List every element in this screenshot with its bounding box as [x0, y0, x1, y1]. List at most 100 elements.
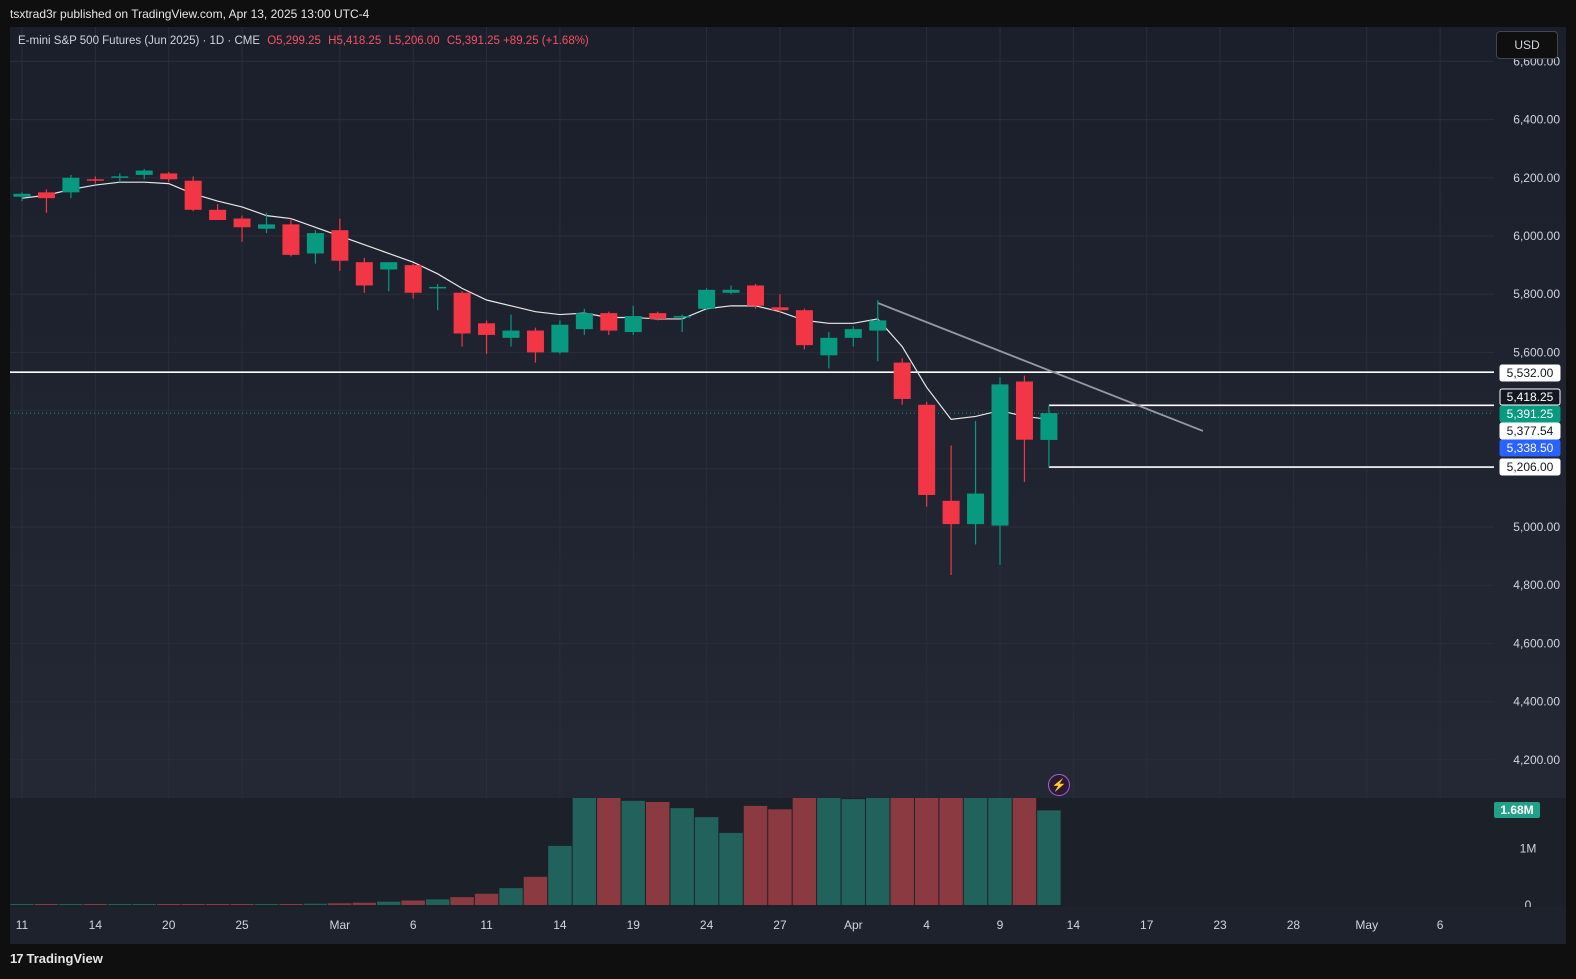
- volume-bar: [205, 904, 230, 905]
- volume-bar: [401, 900, 425, 905]
- price-tick-label: 4,200.00: [1513, 753, 1560, 767]
- price-tag-bg: [1499, 422, 1561, 440]
- volume-pane: [10, 798, 1061, 905]
- tradingview-logo-icon: 17: [10, 951, 24, 966]
- candle: [1040, 405, 1058, 468]
- candle: [698, 288, 716, 311]
- candle: [795, 308, 813, 350]
- price-tick-label: 6,000.00: [1513, 229, 1560, 243]
- candle-body: [575, 313, 593, 330]
- time-tick-label: 19: [627, 918, 641, 932]
- volume-bar: [841, 799, 866, 905]
- volume-bar: [572, 798, 597, 905]
- chart-area[interactable]: 4,200.00 4,400.00 4,600.00 4,800.00 5,000.00…: [10, 27, 1566, 944]
- chart-background: [10, 27, 1566, 944]
- volume-bar: [792, 798, 817, 905]
- price-tag-label: 5,377.54: [1507, 424, 1554, 438]
- candle-body: [160, 173, 178, 180]
- candle-body: [233, 218, 251, 228]
- price-chart[interactable]: 4,200.00 4,400.00 4,600.00 4,800.00 5,000.00…: [10, 27, 1566, 944]
- candle-body: [820, 337, 838, 356]
- currency-button[interactable]: USD: [1496, 31, 1558, 59]
- candle-body: [771, 307, 789, 311]
- legend-open: O5,299.25: [267, 35, 321, 47]
- volume-last-tag-label: 1.68M: [1500, 803, 1533, 817]
- lightning-icon[interactable]: ⚡: [1048, 774, 1070, 796]
- volume-bar: [181, 904, 205, 905]
- time-tick-label: 6: [410, 918, 417, 932]
- price-tag: 5,338.50: [1499, 439, 1561, 457]
- candle: [233, 215, 251, 242]
- candle: [86, 176, 104, 184]
- volume-bar: [1012, 798, 1037, 905]
- candle-body: [967, 493, 985, 525]
- volume-bar: [939, 798, 963, 905]
- candle-body: [380, 262, 398, 270]
- candle-body: [526, 330, 544, 353]
- candle: [258, 212, 275, 234]
- volume-bar: [523, 876, 548, 905]
- candle: [160, 171, 178, 183]
- candle-body: [355, 262, 373, 286]
- candle: [869, 300, 887, 362]
- price-tag-bg: [1499, 364, 1561, 382]
- candle: [13, 192, 31, 202]
- volume-bar: [670, 808, 694, 905]
- publish-header: tsxtrad3r published on TradingView.com, …: [0, 0, 1576, 27]
- price-tag-bg: [1499, 405, 1561, 423]
- volume-bar: [963, 798, 988, 905]
- price-tag-label: 5,418.25: [1507, 390, 1554, 404]
- volume-bar: [254, 904, 279, 905]
- volume-bar: [1037, 810, 1061, 905]
- candle: [1015, 375, 1033, 482]
- candle-body: [62, 177, 80, 193]
- legend-high: H5,418.25: [328, 35, 382, 47]
- price-tick-label: 4,400.00: [1513, 695, 1560, 709]
- volume-bar: [743, 805, 768, 905]
- candle-body: [135, 170, 153, 175]
- time-tick-label: 14: [553, 918, 567, 932]
- volume-bar: [83, 904, 108, 905]
- candle-body: [86, 179, 104, 181]
- candle: [575, 308, 593, 335]
- candle: [600, 311, 618, 335]
- candle-body: [869, 320, 887, 331]
- candle-body: [722, 289, 740, 293]
- candle: [551, 320, 569, 354]
- time-tick-label: 6: [1437, 918, 1444, 932]
- candle: [526, 327, 544, 363]
- candle: [893, 358, 911, 405]
- volume-bar: [474, 893, 499, 905]
- price-tag-bg: [1499, 388, 1561, 406]
- candle-body: [258, 224, 275, 229]
- price-axis: 4,200.00 4,400.00 4,600.00 4,800.00 5,000.00…: [1494, 54, 1561, 912]
- legend-change: +89.25 (+1.68%): [503, 35, 589, 47]
- candle: [502, 314, 520, 347]
- tradingview-logo[interactable]: 17 TradingView: [10, 951, 103, 966]
- volume-last-tag-bg: [1494, 802, 1540, 818]
- time-tick-label: 23: [1213, 918, 1227, 932]
- candle: [282, 218, 300, 257]
- candle: [429, 284, 447, 311]
- candle: [478, 320, 496, 354]
- candle-body: [184, 180, 202, 210]
- candle: [844, 326, 862, 347]
- candle-body: [429, 286, 447, 289]
- brand-name: TradingView: [26, 951, 103, 966]
- volume-bar: [499, 888, 523, 905]
- candle: [135, 169, 153, 180]
- time-tick-label: 9: [997, 918, 1004, 932]
- candle: [404, 263, 422, 299]
- time-tick-label: 4: [923, 918, 930, 932]
- price-tick-label: 5,000.00: [1513, 520, 1560, 534]
- price-tag: 5,206.00: [1499, 458, 1561, 476]
- candle-body: [918, 404, 936, 495]
- candle-body: [844, 329, 862, 338]
- candle-body: [502, 330, 520, 338]
- time-tick-label: May: [1355, 918, 1378, 932]
- candle-body: [306, 233, 324, 254]
- candle: [380, 262, 398, 292]
- volume-bar: [914, 798, 939, 905]
- volume-bar: [719, 832, 743, 905]
- price-tag: 5,391.25: [1499, 405, 1561, 423]
